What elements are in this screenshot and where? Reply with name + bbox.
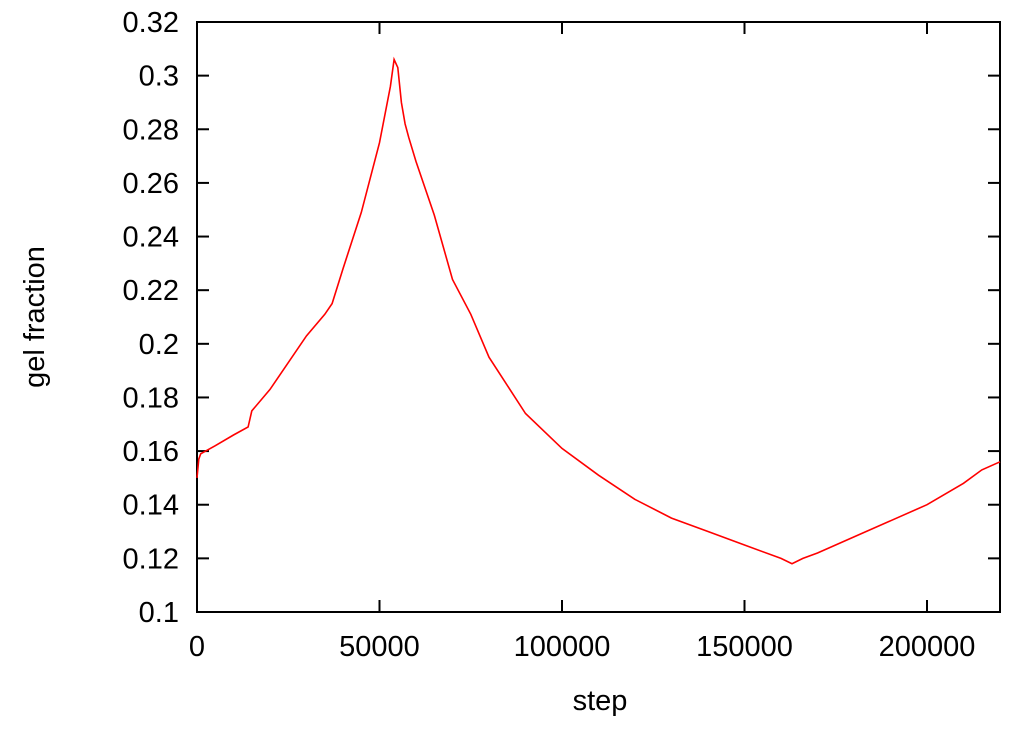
x-tick-label: 150000 <box>696 631 793 663</box>
y-tick-label: 0.32 <box>123 7 179 39</box>
y-tick-label: 0.12 <box>123 543 179 575</box>
x-tick-label: 50000 <box>339 631 420 663</box>
plot-frame <box>196 21 1001 613</box>
x-axis-label: step <box>573 685 628 717</box>
y-tick-label: 0.14 <box>123 490 179 522</box>
x-axis-ticks: 0 50000 100000 150000 200000 <box>189 22 975 663</box>
y-tick-label: 0.28 <box>123 114 179 146</box>
y-axis-label: gel fraction <box>19 246 51 388</box>
y-tick-label: 0.18 <box>123 382 179 414</box>
y-tick-label: 0.2 <box>139 329 179 361</box>
y-tick-label: 0.3 <box>139 61 179 93</box>
y-tick-label: 0.16 <box>123 436 179 468</box>
y-tick-label: 0.22 <box>123 275 179 307</box>
y-axis-ticks: 0.1 0.12 0.14 0.16 0.18 0.2 0.22 0.24 0.26 0.28 0.… <box>123 7 1000 629</box>
x-tick-label: 200000 <box>879 631 976 663</box>
y-tick-label: 0.1 <box>139 597 179 629</box>
y-tick-label: 0.24 <box>123 222 179 254</box>
x-tick-label: 100000 <box>514 631 611 663</box>
y-tick-label: 0.26 <box>123 168 179 200</box>
x-tick-label: 0 <box>189 631 205 663</box>
series-line <box>196 56 1001 565</box>
